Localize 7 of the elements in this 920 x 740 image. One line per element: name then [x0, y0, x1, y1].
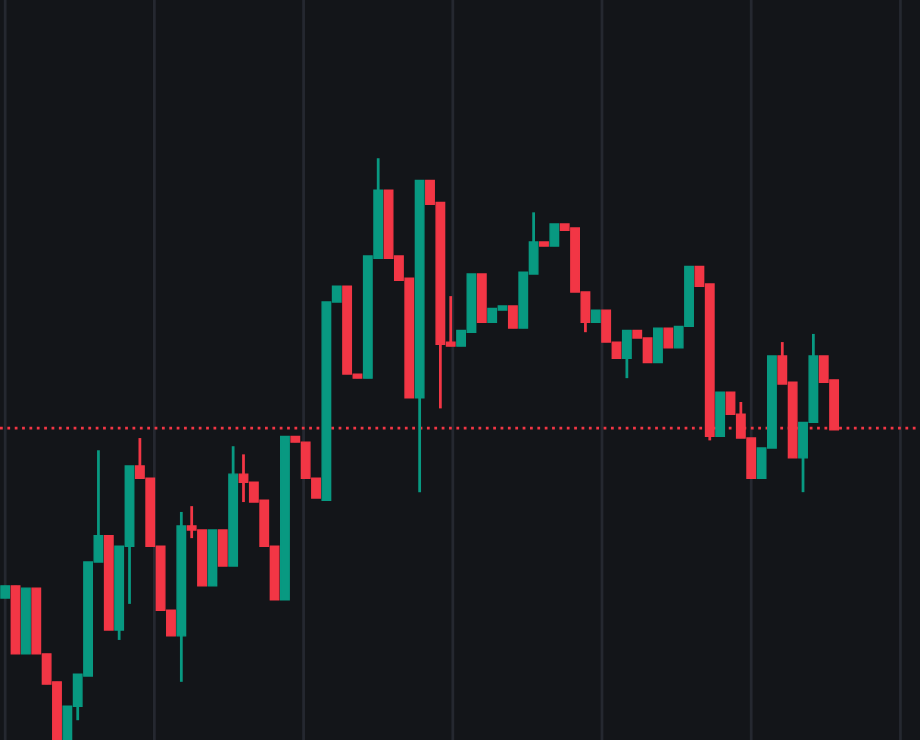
- candlestick: [549, 223, 560, 247]
- candlestick: [663, 327, 674, 349]
- candlestick: [621, 329, 632, 380]
- candlestick: [715, 391, 726, 438]
- candlestick: [507, 304, 518, 330]
- candlestick: [217, 529, 228, 567]
- candlestick: [653, 327, 663, 364]
